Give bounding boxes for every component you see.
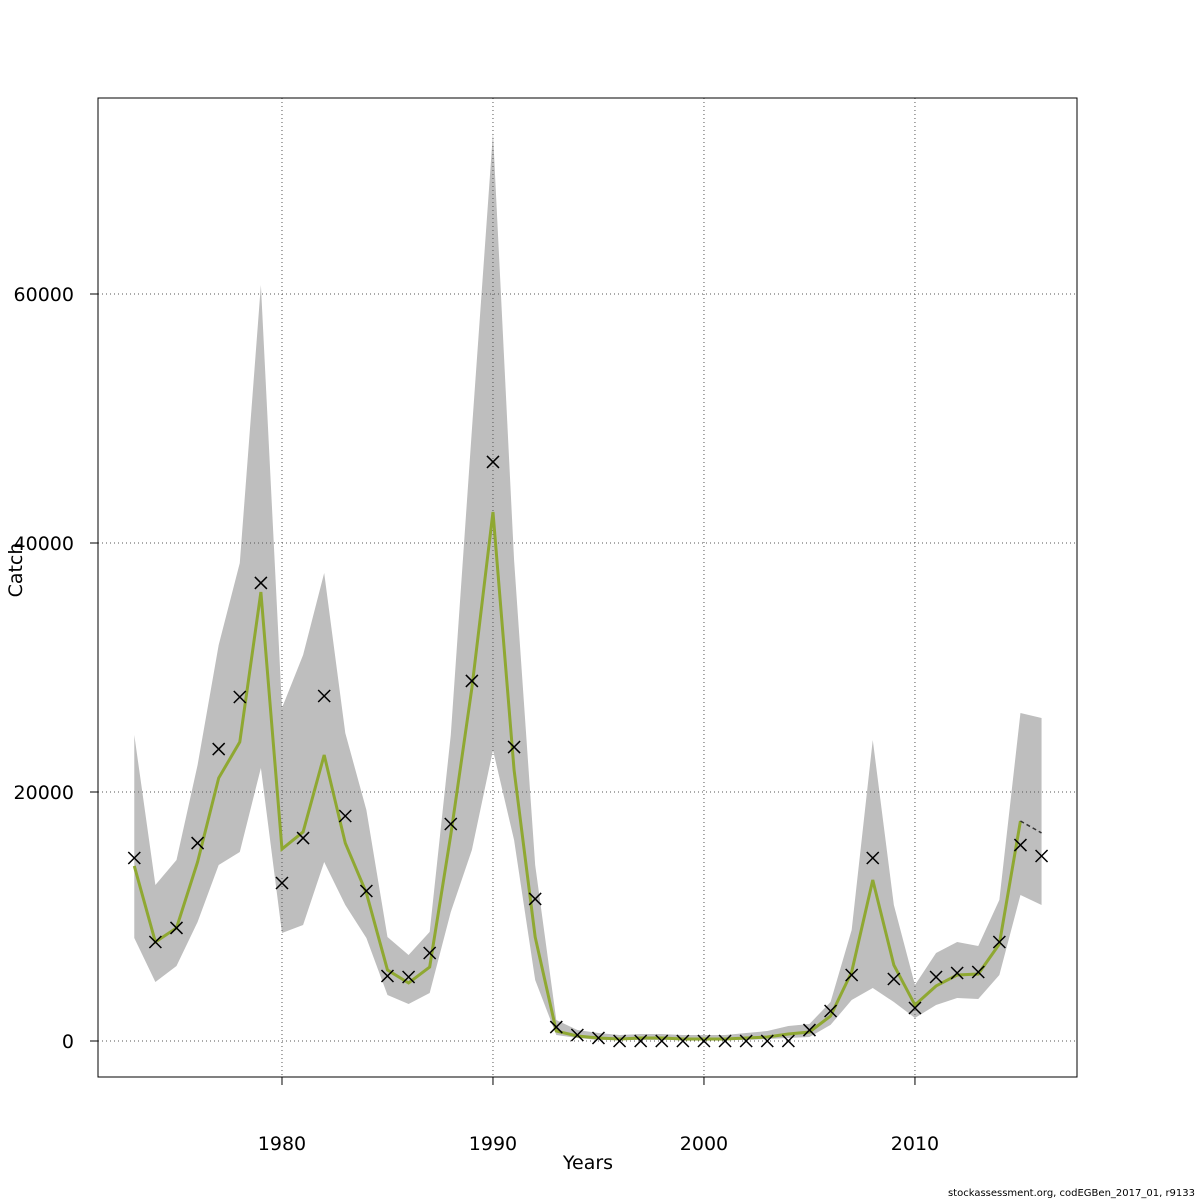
observed-point xyxy=(929,970,943,984)
y-tick-label: 20000 xyxy=(14,782,74,804)
x-axis-label: Years xyxy=(562,1152,613,1174)
y-tick-label: 0 xyxy=(62,1031,74,1053)
observed-point xyxy=(444,817,458,831)
observed-point xyxy=(1035,849,1049,863)
y-tick-label: 40000 xyxy=(14,533,74,555)
y-axis-label: Catch xyxy=(5,543,27,598)
observed-point xyxy=(296,831,310,845)
y-tick-label: 60000 xyxy=(14,284,74,306)
observed-point xyxy=(866,851,880,865)
observed-point xyxy=(655,1034,669,1048)
observed-point xyxy=(760,1034,774,1048)
observed-point xyxy=(359,884,373,898)
observed-point xyxy=(971,965,985,979)
plot-frame xyxy=(97,97,1078,1078)
observed-point xyxy=(380,969,395,983)
observed-point xyxy=(697,1034,711,1048)
observed-point xyxy=(992,935,1006,949)
observed-point xyxy=(781,1034,795,1048)
observed-point xyxy=(191,836,205,850)
observed-point xyxy=(824,1004,838,1018)
confidence-band xyxy=(134,133,1042,1040)
observed-point xyxy=(338,809,352,823)
observed-point xyxy=(950,966,964,980)
observed-point xyxy=(739,1034,753,1048)
observed-point xyxy=(317,689,331,703)
observed-point xyxy=(486,455,500,469)
observed-point xyxy=(254,576,268,590)
observed-point xyxy=(908,1001,922,1015)
observed-point xyxy=(1013,838,1027,852)
x-tick-label: 2010 xyxy=(891,1133,939,1155)
observed-point xyxy=(423,946,437,960)
observed-point xyxy=(676,1034,690,1048)
observed-point xyxy=(570,1028,584,1042)
observed-point xyxy=(802,1023,816,1037)
observed-point xyxy=(212,742,226,756)
observed-point xyxy=(402,970,416,984)
x-tick-label: 1990 xyxy=(469,1133,517,1155)
observed-point xyxy=(634,1034,648,1048)
x-tick-label: 2000 xyxy=(680,1133,728,1155)
observed-point xyxy=(148,935,162,949)
observed-point xyxy=(528,892,542,906)
observed-point xyxy=(887,972,901,986)
observed-point xyxy=(591,1031,606,1045)
observed-point xyxy=(169,921,184,935)
observed-point xyxy=(845,968,859,982)
observed-point xyxy=(507,740,521,754)
footnote: stockassessment.org, codEGBen_2017_01, r… xyxy=(948,1188,1195,1199)
observed-point xyxy=(465,674,479,688)
x-tick-label: 1980 xyxy=(258,1133,306,1155)
observed-point xyxy=(275,876,289,890)
observed-point xyxy=(718,1034,732,1048)
observed-point xyxy=(233,690,247,704)
observed-point xyxy=(613,1034,627,1048)
observed-point xyxy=(127,851,141,865)
observed-point xyxy=(549,1020,563,1034)
